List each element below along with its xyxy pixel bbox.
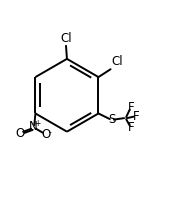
Text: +: +	[34, 119, 40, 129]
Text: F: F	[133, 110, 139, 123]
Text: Cl: Cl	[60, 32, 72, 45]
Text: F: F	[128, 121, 135, 134]
Text: -: -	[49, 128, 51, 137]
Text: O: O	[41, 128, 50, 141]
Text: Cl: Cl	[111, 55, 123, 69]
Text: N: N	[29, 120, 38, 133]
Text: S: S	[108, 113, 115, 126]
Text: F: F	[128, 101, 135, 114]
Text: O: O	[15, 128, 25, 141]
